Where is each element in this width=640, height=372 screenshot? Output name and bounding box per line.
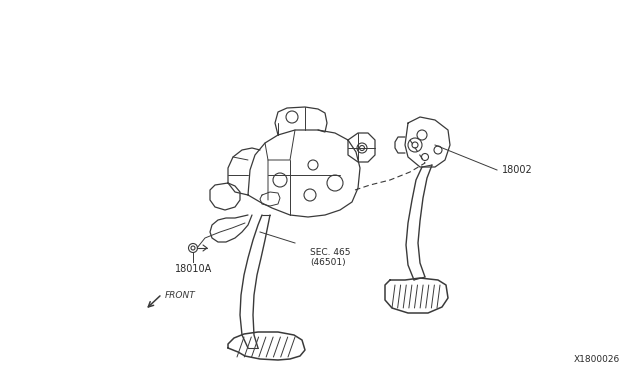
Text: 18002: 18002 (502, 165, 532, 175)
Text: FRONT: FRONT (165, 291, 196, 300)
Text: 18010A: 18010A (175, 264, 212, 274)
Text: X1800026: X1800026 (573, 355, 620, 364)
Text: SEC. 465
(46501): SEC. 465 (46501) (310, 248, 351, 267)
